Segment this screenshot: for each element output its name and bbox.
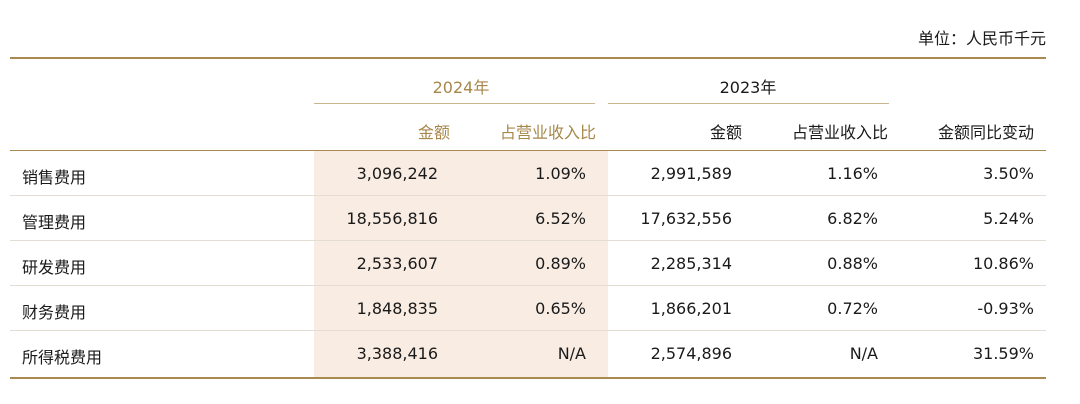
header-ratio-2023: 占营业收入比 xyxy=(791,123,888,142)
row-label: 管理费用 xyxy=(22,213,87,232)
cell-amount-2024: 18,556,816 xyxy=(346,209,438,228)
cell-amount-2023: 17,632,556 xyxy=(640,209,732,228)
cell-yoy: 10.86% xyxy=(972,254,1034,273)
table-row: 管理费用 18,556,816 6.52% 17,632,556 6.82% 5… xyxy=(10,196,1046,241)
year-underline-2023 xyxy=(608,103,889,104)
header-yoy-change: 金额同比变动 xyxy=(937,123,1034,142)
header-amount-2024: 金额 xyxy=(417,123,450,142)
row-divider xyxy=(10,285,1046,286)
cell-ratio-2023: 0.72% xyxy=(827,299,878,318)
cell-ratio-2023: 1.16% xyxy=(827,164,878,183)
table-row: 财务费用 1,848,835 0.65% 1,866,201 0.72% -0.… xyxy=(10,286,1046,331)
year-underline-2024 xyxy=(314,103,595,104)
row-label: 所得税费用 xyxy=(22,348,103,367)
cell-amount-2023: 1,866,201 xyxy=(650,299,732,318)
cell-amount-2024: 3,388,416 xyxy=(356,344,438,363)
cell-ratio-2024: 6.52% xyxy=(535,209,586,228)
row-label: 销售费用 xyxy=(22,168,87,187)
cell-amount-2023: 2,574,896 xyxy=(650,344,732,363)
cell-yoy: 3.50% xyxy=(983,164,1034,183)
table-top-rule xyxy=(10,57,1046,59)
table-row: 研发费用 2,533,607 0.89% 2,285,314 0.88% 10.… xyxy=(10,241,1046,286)
cell-amount-2024: 3,096,242 xyxy=(356,164,438,183)
cell-amount-2023: 2,991,589 xyxy=(650,164,732,183)
year-header-2024: 2024年 xyxy=(432,78,490,97)
table-row: 所得税费用 3,388,416 N/A 2,574,896 N/A 31.59% xyxy=(10,331,1046,376)
cell-ratio-2023: N/A xyxy=(849,344,878,363)
header-ratio-2024: 占营业收入比 xyxy=(499,123,596,142)
cell-ratio-2024: 1.09% xyxy=(535,164,586,183)
cell-yoy: 5.24% xyxy=(983,209,1034,228)
cell-amount-2024: 2,533,607 xyxy=(356,254,438,273)
cell-ratio-2023: 6.82% xyxy=(827,209,878,228)
header-rule xyxy=(10,150,1046,151)
year-header-2023: 2023年 xyxy=(719,78,777,97)
highlight-column-2024 xyxy=(314,150,608,377)
row-label: 财务费用 xyxy=(22,303,87,322)
cell-ratio-2023: 0.88% xyxy=(827,254,878,273)
row-divider xyxy=(10,240,1046,241)
header-amount-2023: 金额 xyxy=(709,123,742,142)
row-label: 研发费用 xyxy=(22,258,87,277)
cell-amount-2023: 2,285,314 xyxy=(650,254,732,273)
row-divider xyxy=(10,330,1046,331)
unit-label: 单位：人民币千元 xyxy=(917,29,1046,48)
cell-ratio-2024: 0.89% xyxy=(535,254,586,273)
cell-ratio-2024: N/A xyxy=(557,344,586,363)
cell-yoy: 31.59% xyxy=(972,344,1034,363)
row-divider xyxy=(10,195,1046,196)
cell-yoy: -0.93% xyxy=(977,299,1034,318)
cell-amount-2024: 1,848,835 xyxy=(356,299,438,318)
table-bottom-rule xyxy=(10,377,1046,379)
cell-ratio-2024: 0.65% xyxy=(535,299,586,318)
table-row: 销售费用 3,096,242 1.09% 2,991,589 1.16% 3.5… xyxy=(10,151,1046,196)
